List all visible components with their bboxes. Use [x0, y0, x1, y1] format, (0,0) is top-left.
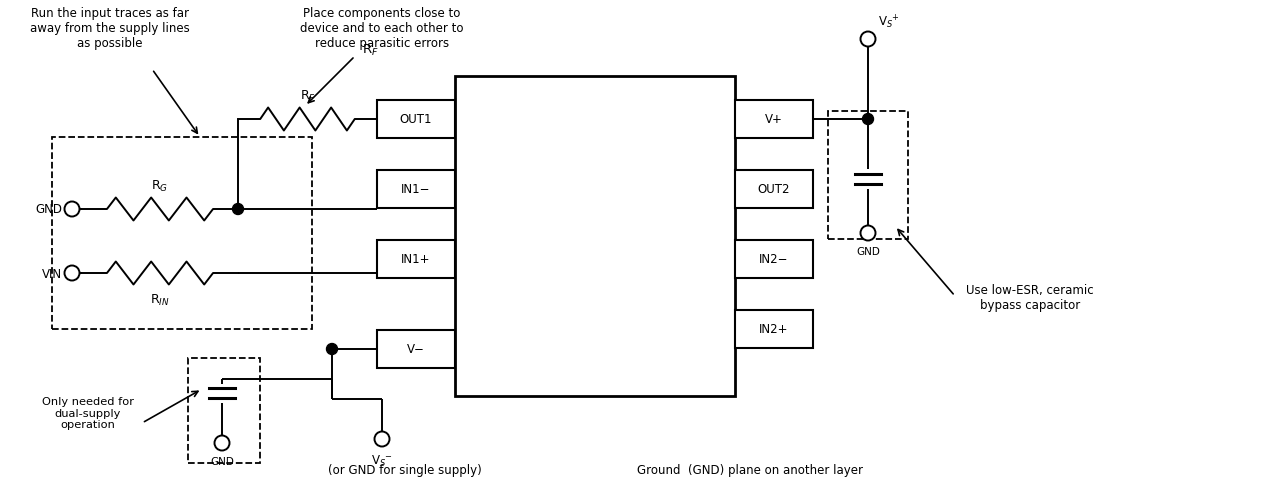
Bar: [735, 171, 813, 208]
Circle shape: [65, 202, 79, 217]
Circle shape: [65, 266, 79, 281]
Text: Ground  (GND) plane on another layer: Ground (GND) plane on another layer: [637, 463, 863, 476]
Text: OUT1: OUT1: [399, 113, 433, 126]
Text: Run the input traces as far
away from the supply lines
as possible: Run the input traces as far away from th…: [31, 7, 190, 50]
Text: V$_{S}$$^{+}$: V$_{S}$$^{+}$: [878, 14, 900, 31]
Text: Only needed for
dual-supply
operation: Only needed for dual-supply operation: [42, 396, 134, 429]
Text: R$_{IN}$: R$_{IN}$: [151, 293, 170, 308]
Text: GND: GND: [211, 456, 234, 466]
Text: IN2−: IN2−: [759, 253, 789, 266]
Text: GND: GND: [856, 246, 880, 257]
Text: V$_{S}$$^{-}$: V$_{S}$$^{-}$: [371, 453, 393, 468]
Text: V−: V−: [407, 343, 425, 356]
Circle shape: [863, 114, 874, 125]
Circle shape: [214, 436, 230, 450]
Bar: [828, 112, 909, 239]
Bar: [376, 171, 456, 208]
Circle shape: [327, 344, 337, 355]
Bar: [52, 138, 313, 329]
Bar: [735, 101, 813, 139]
Text: Use low-ESR, ceramic
bypass capacitor: Use low-ESR, ceramic bypass capacitor: [966, 284, 1094, 312]
Text: IN2+: IN2+: [759, 323, 789, 336]
Text: OUT2: OUT2: [758, 183, 790, 196]
Circle shape: [860, 226, 875, 241]
Bar: [188, 358, 260, 463]
Text: IN1+: IN1+: [401, 253, 431, 266]
Text: R$_G$: R$_G$: [152, 178, 168, 193]
Circle shape: [374, 432, 389, 446]
Text: R$_F$: R$_F$: [300, 89, 315, 104]
Circle shape: [860, 33, 875, 48]
Bar: [735, 311, 813, 348]
Bar: [456, 77, 735, 396]
Text: VIN: VIN: [42, 267, 63, 280]
Text: R$_F$: R$_F$: [362, 43, 379, 58]
Circle shape: [232, 204, 244, 215]
Bar: [376, 240, 456, 279]
Bar: [376, 101, 456, 139]
Text: Place components close to
device and to each other to
reduce parasitic errors: Place components close to device and to …: [300, 7, 463, 50]
Bar: [735, 240, 813, 279]
Text: (or GND for single supply): (or GND for single supply): [328, 463, 482, 476]
Bar: [376, 330, 456, 368]
Text: GND: GND: [34, 203, 63, 216]
Text: IN1−: IN1−: [401, 183, 431, 196]
Text: V+: V+: [766, 113, 783, 126]
